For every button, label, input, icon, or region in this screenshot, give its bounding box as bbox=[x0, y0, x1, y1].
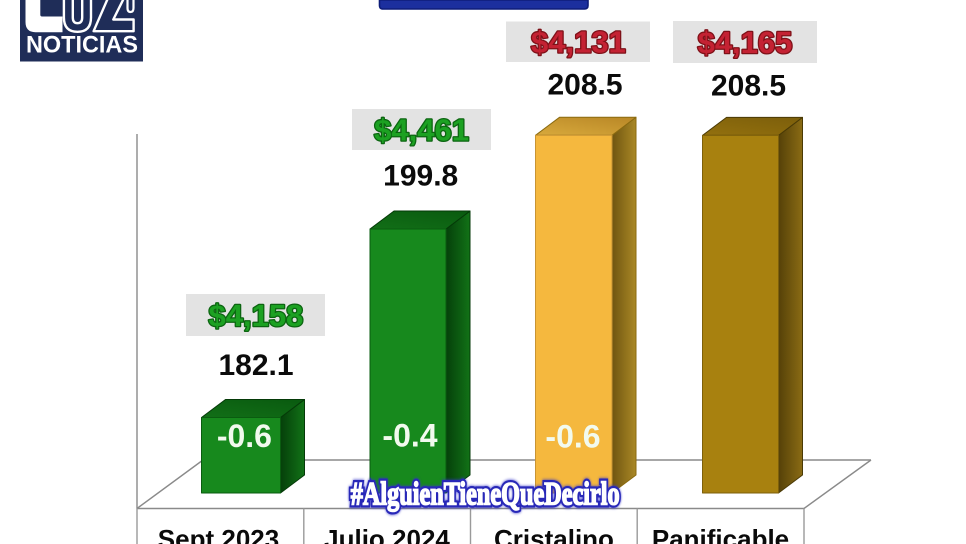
svg-text:-0.4: -0.4 bbox=[382, 418, 437, 454]
svg-text:Julio 2024: Julio 2024 bbox=[324, 524, 450, 544]
svg-text:$4,461: $4,461 bbox=[374, 113, 469, 148]
svg-text:182.1: 182.1 bbox=[218, 349, 293, 382]
svg-text:Panificable: Panificable bbox=[652, 524, 789, 544]
svg-text:NOTICIAS: NOTICIAS bbox=[26, 31, 138, 58]
svg-text:-0.6: -0.6 bbox=[217, 418, 272, 454]
svg-text:199.8: 199.8 bbox=[383, 160, 458, 193]
svg-text:$4,158: $4,158 bbox=[208, 298, 303, 333]
svg-text:$4,165: $4,165 bbox=[698, 25, 793, 60]
svg-text:#AlguienTieneQueDecirlo: #AlguienTieneQueDecirlo bbox=[351, 476, 620, 512]
svg-text:208.5: 208.5 bbox=[547, 68, 622, 101]
svg-text:$4,131: $4,131 bbox=[531, 25, 626, 60]
svg-text:Cristalino: Cristalino bbox=[494, 524, 614, 544]
svg-text:Sept 2023: Sept 2023 bbox=[158, 524, 279, 544]
svg-text:208.5: 208.5 bbox=[711, 70, 786, 103]
svg-text:-0.6: -0.6 bbox=[545, 419, 600, 455]
svg-text:#AlguienTieneQueDecirlo: #AlguienTieneQueDecirlo bbox=[351, 476, 620, 512]
